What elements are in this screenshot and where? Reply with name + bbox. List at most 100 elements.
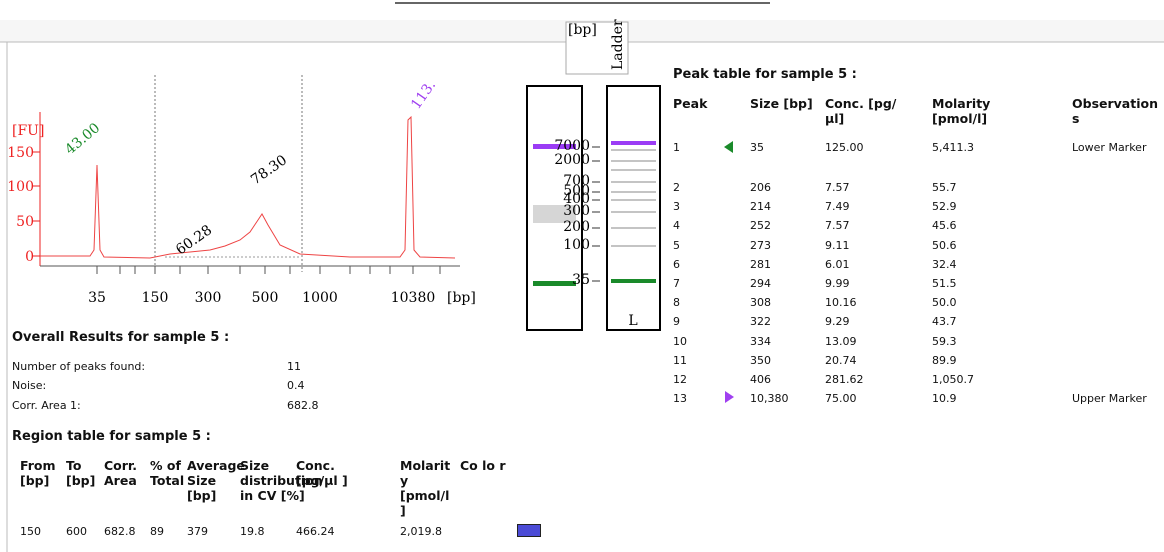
cell: 75.00: [825, 392, 857, 405]
cell: 55.7: [932, 181, 957, 194]
ladder-label: Ladder: [610, 19, 626, 70]
column-header: From [bp]: [20, 458, 60, 488]
cell: 350: [750, 354, 771, 367]
cell: 50.0: [932, 296, 957, 309]
peak-label: 78.30: [248, 152, 290, 188]
x-tick-label: 10380: [391, 290, 436, 306]
column-header: Observation s: [1072, 96, 1162, 126]
cell: 1: [673, 141, 680, 154]
column-header: Conc. [pg/µl ]: [296, 458, 352, 488]
cell: 322: [750, 315, 771, 328]
cell: 35: [750, 141, 764, 154]
cell: 51.5: [932, 277, 957, 290]
column-header: Molarit y [pmol/l ]: [400, 458, 458, 518]
cell: 10.16: [825, 296, 857, 309]
x-tick-label: 150: [142, 290, 169, 306]
cell: 308: [750, 296, 771, 309]
result-value: 0.4: [287, 379, 305, 392]
ladder-tick-label: 35: [572, 272, 590, 288]
cell: 6: [673, 258, 680, 271]
cell: 334: [750, 335, 771, 348]
cell: 89: [150, 525, 164, 538]
ladder-tick-label: 300: [563, 203, 590, 219]
column-header: To [bp]: [66, 458, 102, 488]
gel-unit: [bp]: [568, 22, 597, 38]
cell: 52.9: [932, 200, 957, 213]
ladder-tick-label: 100: [563, 237, 590, 253]
column-header: % of Total: [150, 458, 188, 488]
peak-label: 113.: [408, 78, 439, 113]
peak-label: 43.00: [62, 120, 103, 158]
cell: 150: [20, 525, 41, 538]
column-header: Average Size [bp]: [187, 458, 239, 503]
cell: 89.9: [932, 354, 957, 367]
column-header: Conc. [pg/µl]: [825, 96, 915, 126]
cell: 5: [673, 239, 680, 252]
cell: 2,019.8: [400, 525, 442, 538]
cell: 206: [750, 181, 771, 194]
peak-label: 60.28: [173, 222, 215, 258]
ladder-lane: [607, 86, 660, 330]
cell: 4: [673, 219, 680, 232]
x-tick-label: 500: [252, 290, 279, 306]
cell: 9.11: [825, 239, 850, 252]
x-tick-label: 300: [195, 290, 222, 306]
ladder-tick-label: 200: [563, 219, 590, 235]
cell: 20.74: [825, 354, 857, 367]
ladder-tick-label: 2000: [554, 152, 590, 168]
y-tick-label: 150: [7, 145, 34, 161]
section-title: Peak table for sample 5 :: [673, 68, 857, 81]
upper-marker-icon: [725, 391, 734, 403]
cell: 13.09: [825, 335, 857, 348]
x-unit: [bp]: [447, 290, 476, 306]
result-value: 11: [287, 360, 301, 373]
y-tick-label: 0: [25, 249, 34, 265]
section-title: Overall Results for sample 5 :: [12, 331, 229, 344]
cell: 45.6: [932, 219, 957, 232]
cell: 32.4: [932, 258, 957, 271]
y-tick-label: 100: [7, 179, 34, 195]
lower-band: [533, 281, 576, 286]
cell: 3: [673, 200, 680, 213]
lane-label: L: [628, 313, 637, 329]
cell: 59.3: [932, 335, 957, 348]
cell: 7: [673, 277, 680, 290]
cell: 2: [673, 181, 680, 194]
cell: 281: [750, 258, 771, 271]
column-header: Molarity [pmol/l]: [932, 96, 1042, 126]
cell: 43.7: [932, 315, 957, 328]
cell: 273: [750, 239, 771, 252]
color-swatch: [517, 524, 541, 537]
cell: 379: [187, 525, 208, 538]
cell: 466.24: [296, 525, 335, 538]
cell: 1,050.7: [932, 373, 974, 386]
cell: Lower Marker: [1072, 141, 1146, 154]
cell: 294: [750, 277, 771, 290]
cell: 125.00: [825, 141, 864, 154]
cell: 9: [673, 315, 680, 328]
result-label: Number of peaks found:: [12, 360, 145, 373]
cell: 19.8: [240, 525, 265, 538]
cell: 682.8: [104, 525, 136, 538]
cell: 11: [673, 354, 687, 367]
column-header: Size [bp]: [750, 96, 830, 111]
y-label: [FU]: [12, 123, 44, 139]
cell: 12: [673, 373, 687, 386]
cell: 7.57: [825, 181, 850, 194]
cell: 281.62: [825, 373, 864, 386]
x-tick-label: 35: [88, 290, 106, 306]
cell: 8: [673, 296, 680, 309]
result-label: Corr. Area 1:: [12, 399, 81, 412]
result-value: 682.8: [287, 399, 319, 412]
cell: 5,411.3: [932, 141, 974, 154]
result-label: Noise:: [12, 379, 46, 392]
cell: 10,380: [750, 392, 789, 405]
cell: Upper Marker: [1072, 392, 1147, 405]
cell: 13: [673, 392, 687, 405]
cell: 214: [750, 200, 771, 213]
cell: 9.99: [825, 277, 850, 290]
trace: [40, 117, 455, 258]
cell: 7.49: [825, 200, 850, 213]
y-tick-label: 50: [16, 214, 34, 230]
cell: 9.29: [825, 315, 850, 328]
